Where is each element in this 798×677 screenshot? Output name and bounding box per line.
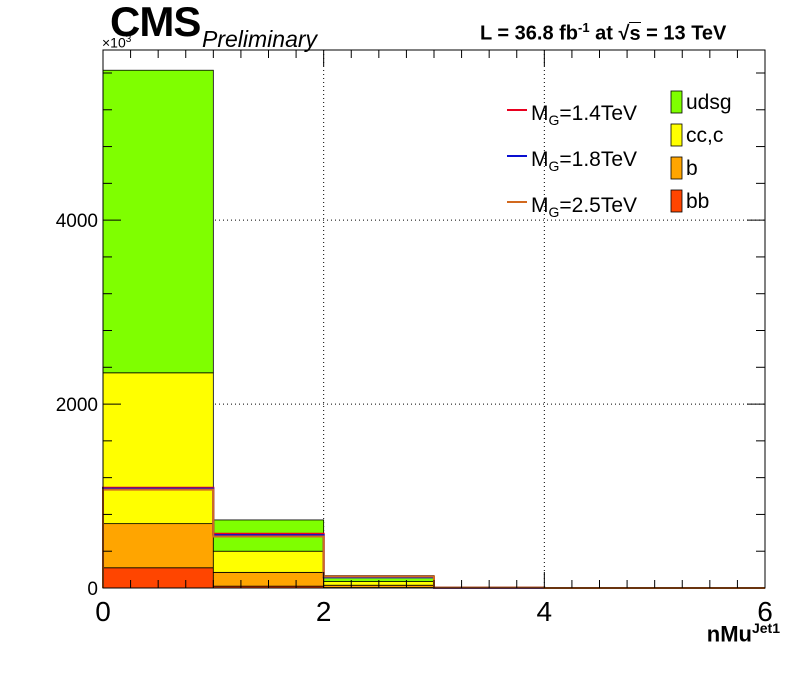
- y-multiplier-label: ×103: [102, 34, 131, 51]
- grid-lines: [103, 50, 765, 588]
- y-multiplier-base: ×10: [102, 34, 126, 51]
- bar-b-bin0: [102, 523, 214, 569]
- bar-ccc-bin0: [102, 372, 214, 525]
- legend-box-ccc: [670, 123, 683, 147]
- x-axis-title-sup: Jet1: [751, 620, 780, 636]
- x-tick-label: 6: [757, 596, 773, 627]
- energy-label: = 13 TeV: [640, 22, 727, 45]
- stacked-bars: [102, 69, 656, 589]
- y-multiplier-exponent: 3: [125, 34, 132, 45]
- x-tick-label: 0: [95, 596, 111, 627]
- x-axis-title: nMuJet1: [707, 620, 780, 647]
- x-tick-label: 2: [316, 596, 332, 627]
- legend-label-ccc: cc,c: [686, 124, 723, 147]
- tick-labels: 0 2 4 6 0 2000 4000: [56, 211, 773, 627]
- y-tick-label: 2000: [56, 395, 98, 416]
- lumi-at: at: [589, 22, 619, 45]
- y-tick-label: 0: [87, 579, 98, 600]
- bar-udsg-bin0: [102, 69, 214, 374]
- legend-label-udsg: udsg: [686, 91, 732, 114]
- y-tick-label: 4000: [56, 211, 98, 232]
- cms-logo: CMS: [110, 0, 201, 45]
- lumi-exponent: -1: [578, 20, 590, 35]
- legend-box-bb: [670, 189, 683, 213]
- bar-ccc-bin1: [212, 550, 325, 573]
- legend-label-signal-2: MG=2.5TeV: [531, 194, 637, 220]
- legend-box-udsg: [670, 90, 683, 114]
- legend-label-signal-0: MG=1.4TeV: [531, 102, 637, 128]
- luminosity-label: L = 36.8 fb-1 at √s = 13 TeV: [480, 20, 726, 46]
- preliminary-label: Preliminary: [202, 26, 318, 52]
- legend-box-b: [670, 156, 683, 180]
- x-tick-label: 4: [537, 596, 553, 627]
- legend-label-b: b: [686, 157, 698, 180]
- lumi-prefix: L = 36.8 fb: [480, 22, 579, 45]
- legend-label-signal-1: MG=1.8TeV: [531, 148, 637, 174]
- axis-ticks: [102, 50, 766, 589]
- sqrt-symbol: √: [618, 22, 630, 45]
- x-axis-title-main: nMu: [706, 621, 752, 647]
- legend-label-bb: bb: [686, 190, 709, 213]
- sqrt-s: s: [629, 21, 641, 45]
